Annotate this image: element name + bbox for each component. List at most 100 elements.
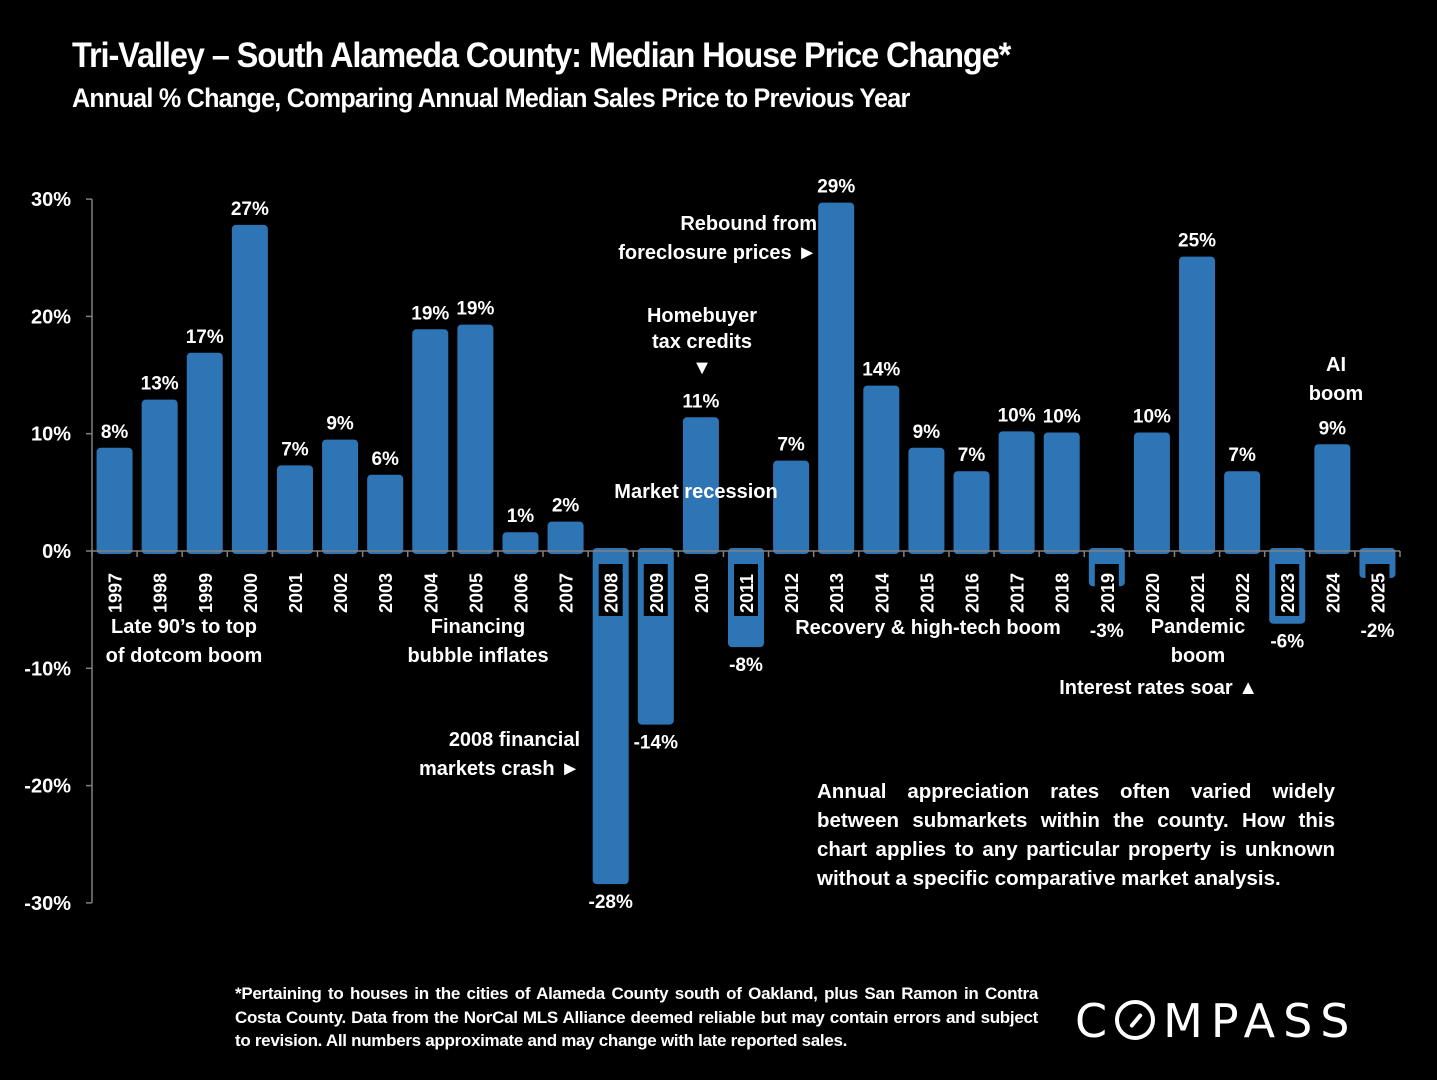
data-label: 17%: [186, 327, 224, 348]
x-tick-label: 2022: [1233, 573, 1253, 613]
annotation-text: Interest rates soar ▲: [1059, 677, 1258, 699]
data-label: -14%: [634, 733, 678, 754]
x-tick-label-group: 2017: [1008, 573, 1028, 613]
x-label-backdrop: [1275, 564, 1300, 616]
x-tick-label-group: 2021: [1188, 573, 1208, 613]
annotation-text: Recovery & high-tech boom: [795, 617, 1061, 639]
x-tick-label-group: 2009: [643, 564, 668, 616]
data-label: 13%: [141, 374, 179, 395]
annotation-text: of dotcom boom: [106, 645, 263, 667]
x-tick-label: 1998: [151, 573, 171, 613]
data-label: 10%: [1133, 407, 1171, 428]
data-label: 27%: [231, 199, 269, 220]
data-label: 29%: [817, 177, 855, 198]
bar-2018: [1043, 432, 1080, 554]
bar-2000: [231, 224, 268, 554]
x-tick-label: 2011: [737, 574, 757, 613]
bar-2010: [682, 417, 719, 554]
chart-title: Tri-Valley – South Alameda County: Media…: [72, 36, 1011, 75]
x-tick-label-group: 2015: [917, 573, 937, 613]
annotation-text: markets crash ►: [419, 758, 580, 780]
bar-2017: [998, 431, 1035, 554]
bar-2002: [322, 439, 359, 554]
annotation-text: 2008 financial: [449, 729, 580, 751]
x-tick-label-group: 2014: [872, 573, 892, 613]
x-tick-label: 2003: [376, 573, 396, 613]
annotations-group: Late 90’s to top of dotcom boom Financing b…: [106, 213, 1364, 780]
x-tick-label-group: 2012: [782, 573, 802, 613]
x-tick-label-group: 2020: [1143, 573, 1163, 613]
logo-letter-c: C: [1075, 994, 1116, 1048]
footnote: *Pertaining to houses in the cities of A…: [235, 984, 1038, 1050]
x-tick-label: 2023: [1278, 573, 1298, 613]
x-tick-label-group: 2018: [1053, 573, 1073, 613]
data-label: 7%: [1228, 445, 1256, 466]
data-label: 7%: [281, 439, 309, 460]
x-tick-label-group: 2004: [421, 573, 441, 613]
x-tick-label: 2024: [1323, 573, 1343, 613]
x-tick-label: 2007: [557, 573, 577, 613]
x-label-backdrop: [1094, 564, 1119, 616]
x-tick-label-group: 1999: [196, 573, 216, 613]
annotation-text: boom: [1171, 645, 1225, 667]
data-label: -3%: [1090, 621, 1124, 642]
x-tick-label: 2019: [1098, 573, 1118, 613]
bar-2013: [818, 202, 855, 554]
y-tick-label: -20%: [24, 776, 71, 798]
data-label: 2%: [552, 496, 580, 517]
x-tick-label: 2010: [692, 573, 712, 613]
data-label: 11%: [682, 391, 719, 412]
data-label: -8%: [729, 655, 763, 676]
data-label: 25%: [1178, 231, 1216, 252]
annotation-text: tax credits: [652, 331, 752, 353]
data-label: 10%: [1043, 407, 1081, 428]
data-label: -28%: [589, 892, 633, 913]
bar-2006: [502, 532, 539, 554]
x-label-backdrop: [598, 564, 623, 616]
x-tick-label: 2012: [782, 573, 802, 613]
x-tick-label: 2004: [421, 573, 441, 613]
y-axis: 30% 20% 10% 0% -10% -20% -30%: [24, 189, 93, 915]
x-tick-label-group: 2011: [734, 564, 758, 616]
compass-o-icon: [1115, 1000, 1156, 1040]
annotation-text: Financing: [431, 616, 525, 638]
bar-2008: [592, 548, 629, 885]
annotation-text: Market recession: [614, 481, 777, 503]
data-label: -2%: [1361, 621, 1395, 642]
logo-letters: MPASS: [1163, 994, 1358, 1048]
x-tick-label: 2000: [241, 573, 261, 613]
x-tick-label: 2014: [872, 573, 892, 613]
x-tick-label-group: 2024: [1323, 573, 1343, 613]
bar-1997: [96, 447, 133, 554]
bar-2003: [367, 474, 404, 554]
x-tick-label: 2009: [647, 573, 667, 613]
x-tick-label-group: 1998: [151, 573, 171, 613]
x-tick-label: 2025: [1368, 573, 1388, 613]
bar-2021: [1179, 256, 1216, 554]
x-tick-label: 2005: [466, 573, 486, 613]
x-label-backdrop: [1365, 564, 1390, 616]
x-tick-label-group: 2023: [1275, 564, 1300, 616]
x-tick-label-group: 2006: [511, 573, 531, 613]
x-tick-label-group: 2022: [1233, 573, 1253, 613]
data-label: 19%: [456, 299, 494, 320]
bar-2001: [276, 465, 313, 554]
bar-2020: [1133, 432, 1170, 554]
chart-subtitle: Annual % Change, Comparing Annual Median…: [72, 83, 910, 113]
annotation-text: Pandemic: [1151, 616, 1245, 638]
x-tick-label: 2018: [1053, 573, 1073, 613]
annotation-text: Late 90’s to top: [111, 616, 257, 638]
annotation-text: Rebound from: [680, 213, 817, 235]
annotation-text: boom: [1309, 383, 1363, 405]
x-tick-label-group: 2001: [286, 573, 306, 613]
data-label: -6%: [1270, 632, 1304, 653]
data-label: 9%: [1319, 418, 1347, 439]
x-tick-label: 2021: [1188, 573, 1208, 613]
data-label: 10%: [998, 405, 1036, 426]
annotation-text: bubble inflates: [407, 645, 548, 667]
x-tick-label-group: 2025: [1365, 564, 1390, 616]
x-tick-label: 2016: [963, 573, 983, 613]
x-tick-label: 1999: [196, 573, 216, 613]
x-tick-label-group: 2003: [376, 573, 396, 613]
bar-2022: [1224, 471, 1261, 554]
